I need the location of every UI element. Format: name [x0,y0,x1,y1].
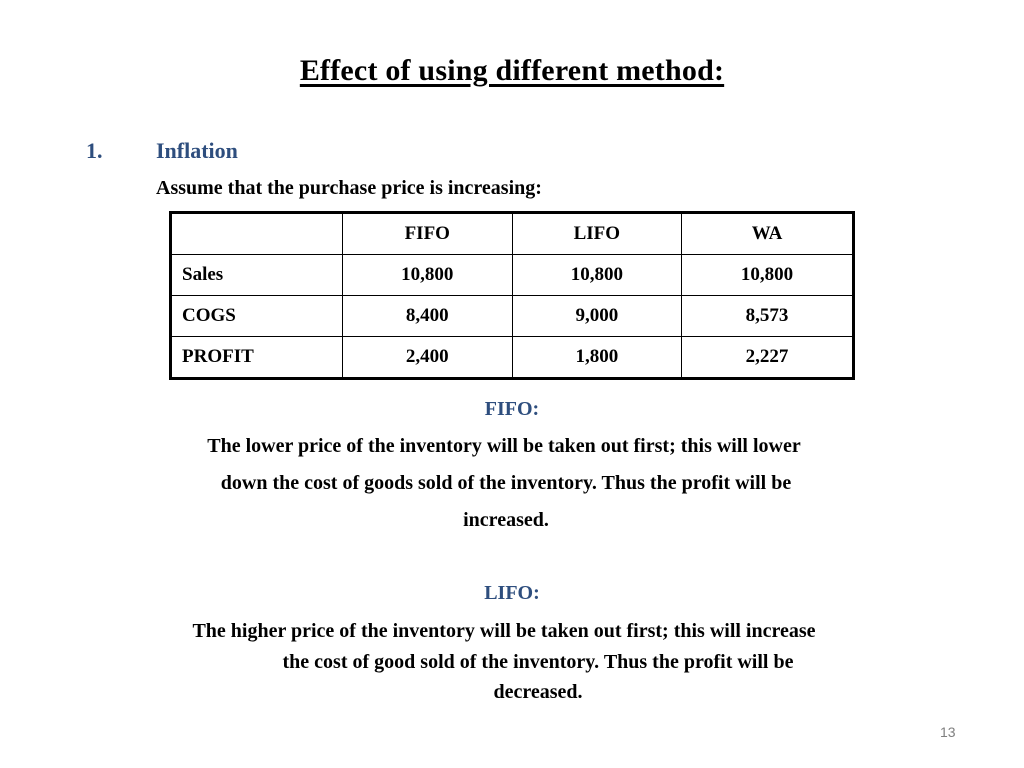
list-number: 1. [86,138,103,163]
table-cell: 9,000 [511,295,683,337]
list-heading-inflation: Inflation [156,138,238,163]
row-label: Sales [170,254,343,296]
page-number: 13 [940,724,956,740]
row-label: COGS [170,295,343,337]
table-cell: 2,400 [342,336,513,379]
lifo-text-line: the cost of good sold of the inventory. … [282,651,794,673]
lifo-heading: LIFO: [484,582,540,604]
lifo-text-line: decreased. [493,681,583,703]
table-header-cell: LIFO [511,212,683,255]
table-cell: 8,400 [342,295,513,337]
table-header-cell: WA [681,212,854,255]
table-cell: 8,573 [681,295,854,337]
table-header-cell [170,212,343,255]
table-cell: 10,800 [681,254,854,296]
table-cell: 2,227 [681,336,854,379]
fifo-heading: FIFO: [484,398,540,420]
table-header-cell: FIFO [342,212,513,255]
slide-title: Effect of using different method: [299,54,725,87]
table-header-row: FIFO LIFO WA [170,212,854,255]
table-row: Sales 10,800 10,800 10,800 [170,254,854,296]
table-row: PROFIT 2,400 1,800 2,227 [170,336,854,379]
table-cell: 1,800 [511,336,683,379]
assumption-text: Assume that the purchase price is increa… [156,177,542,199]
fifo-text-line: down the cost of goods sold of the inven… [220,472,792,494]
comparison-table: FIFO LIFO WA Sales 10,800 10,800 10,800 … [169,211,855,380]
row-label: PROFIT [170,336,343,379]
table-cell: 10,800 [511,254,683,296]
table-row: COGS 8,400 9,000 8,573 [170,295,854,337]
lifo-text-line: The higher price of the inventory will b… [192,620,816,642]
table-cell: 10,800 [342,254,513,296]
fifo-text-line: increased. [463,509,549,531]
fifo-text-line: The lower price of the inventory will be… [207,435,801,457]
